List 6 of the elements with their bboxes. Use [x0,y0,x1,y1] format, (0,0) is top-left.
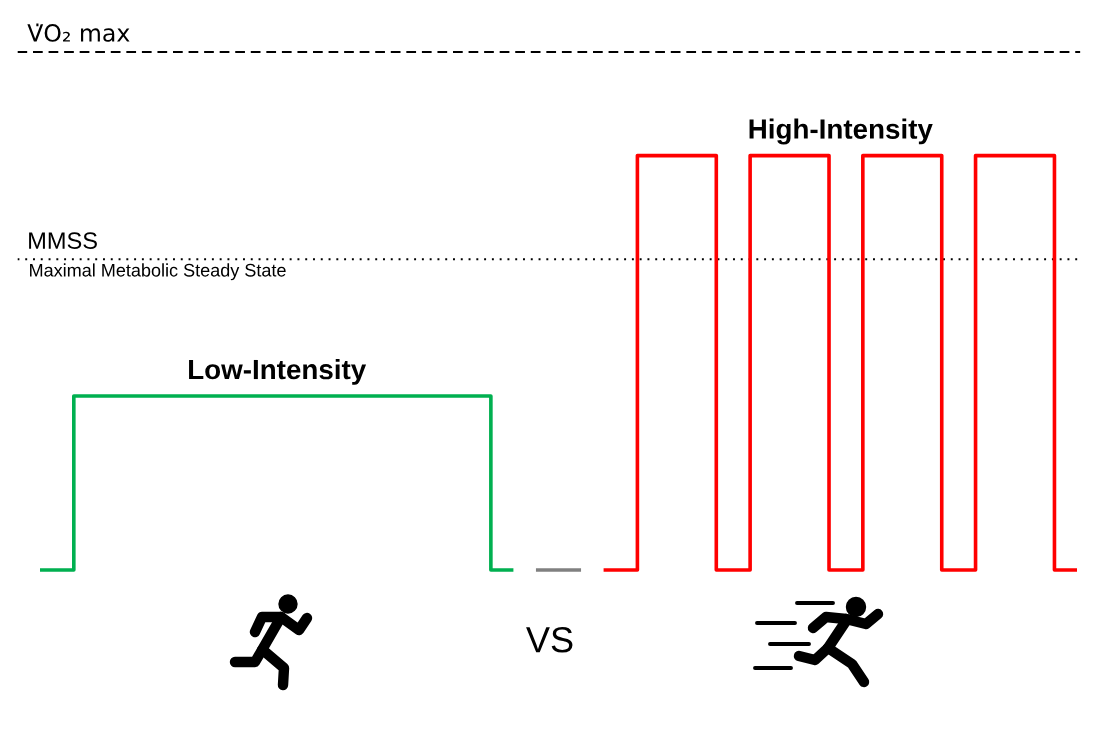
ref-line-label: V̇O₂ max [27,23,130,42]
series-label: Low-Intensity [189,358,367,385]
annotation: Maximal Metabolic Steady State [30,263,286,281]
text: VS [526,626,573,653]
ref-line-label: MMSS [29,232,97,249]
series-label: High-Intensity [749,118,933,145]
